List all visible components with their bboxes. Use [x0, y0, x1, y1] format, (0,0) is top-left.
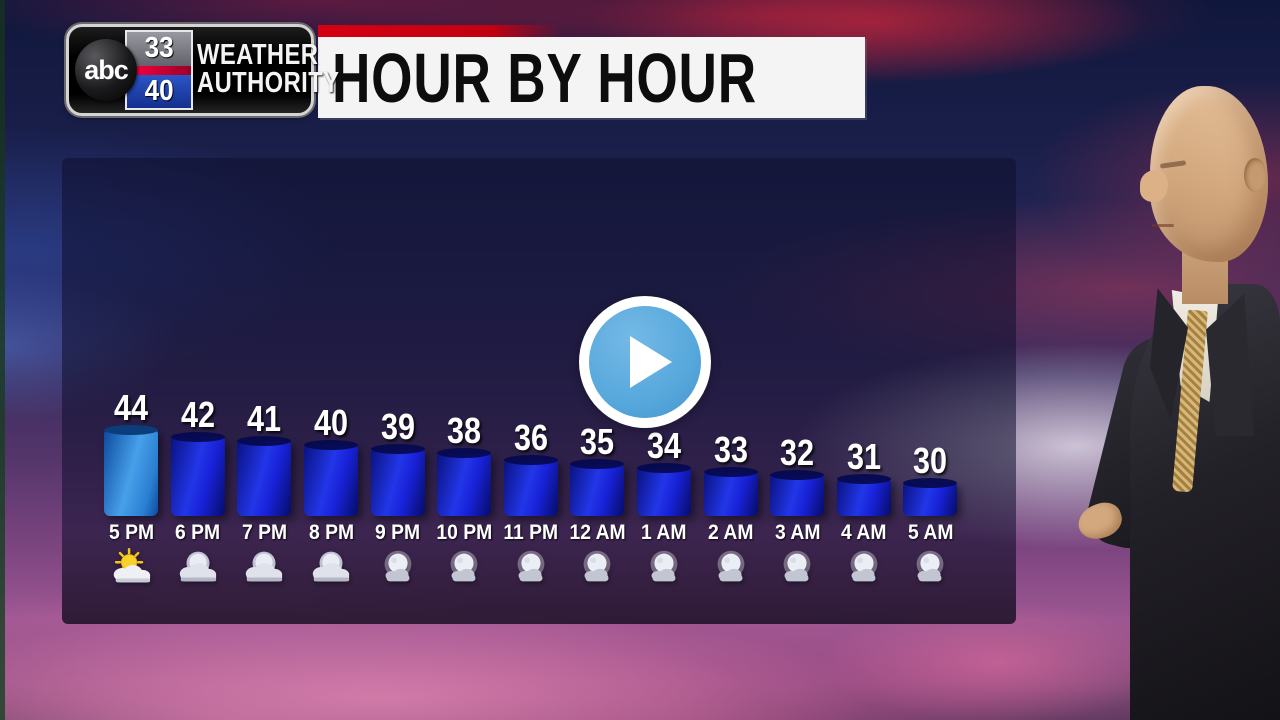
moon-cloud-icon [508, 543, 554, 593]
moon-cloud-icon [907, 543, 953, 593]
hourly-forecast-panel: 44 5 PM 42 6 PM 41 7 PM 40 8 PM 39 9 PM 38 10 PM 36 1… [62, 158, 1016, 624]
temperature-bar [237, 436, 292, 516]
temperature-bar [637, 463, 692, 516]
forecast-column: 41 7 PM [231, 158, 298, 593]
forecast-column: 32 3 AM [764, 158, 831, 593]
temperature-label: 33 [713, 429, 748, 470]
cloudy-moon-icon [308, 543, 354, 593]
hourly-forecast-chart: 44 5 PM 42 6 PM 41 7 PM 40 8 PM 39 9 PM 38 10 PM 36 1… [98, 158, 964, 593]
temperature-label: 41 [247, 398, 282, 439]
temperature-bar [770, 470, 825, 516]
time-label: 12 AM [569, 521, 626, 544]
weatherman-ear [1244, 158, 1266, 192]
forecast-column: 40 8 PM [298, 158, 365, 593]
channel-number-card: 33 40 [125, 30, 193, 110]
play-button[interactable] [579, 296, 711, 428]
video-edge-artifact [0, 0, 5, 720]
abc-network-icon: abc [75, 39, 137, 101]
temperature-label: 34 [647, 425, 682, 466]
channel-number-top: 33 [144, 32, 174, 65]
temperature-bar [503, 455, 558, 516]
forecast-column: 34 1 AM [631, 158, 698, 593]
time-label: 11 PM [503, 521, 559, 544]
time-label: 6 PM [175, 521, 221, 544]
forecast-column: 39 9 PM [364, 158, 431, 593]
forecast-column: 31 4 AM [831, 158, 898, 593]
time-label: 5 AM [907, 521, 954, 544]
weatherman-nose [1140, 170, 1168, 202]
forecast-column: 38 10 PM [431, 158, 498, 593]
channel-number-bottom: 40 [144, 74, 174, 107]
play-icon [630, 336, 672, 388]
weatherman [1048, 72, 1280, 720]
temperature-bar [703, 467, 758, 516]
time-label: 7 PM [241, 521, 288, 544]
time-label: 5 PM [108, 521, 154, 544]
cloudy-moon-icon [241, 543, 287, 593]
temperature-label: 38 [447, 410, 482, 451]
temperature-bar [570, 459, 625, 516]
title-banner: HOUR BY HOUR [318, 37, 865, 118]
forecast-column: 42 6 PM [165, 158, 232, 593]
page-title: HOUR BY HOUR [332, 38, 757, 117]
moon-cloud-icon [375, 543, 421, 593]
red-stripe [127, 65, 191, 75]
time-label: 1 AM [641, 521, 687, 544]
moon-cloud-icon [574, 543, 620, 593]
temperature-bar [370, 444, 425, 516]
temperature-bar [304, 440, 359, 516]
temperature-label: 39 [380, 406, 415, 447]
temperature-label: 44 [114, 387, 149, 428]
forecast-column: 30 5 AM [897, 158, 964, 593]
abc-33-40-badge: 33 40 abc [69, 27, 197, 113]
forecast-column: 36 11 PM [498, 158, 565, 593]
temperature-label: 31 [846, 436, 881, 477]
partly-sunny-icon [108, 543, 154, 593]
time-label: 3 AM [774, 521, 820, 544]
temperature-label: 42 [180, 394, 215, 435]
cloudy-moon-icon [175, 543, 221, 593]
moon-cloud-icon [641, 543, 687, 593]
moon-cloud-icon [841, 543, 887, 593]
temperature-bar [836, 474, 891, 516]
weather-authority-label: WEATHER AUTHORITY [197, 39, 340, 99]
time-label: 9 PM [375, 521, 421, 544]
temperature-label: 40 [314, 402, 349, 443]
forecast-column: 35 12 AM [564, 158, 631, 593]
temperature-label: 36 [513, 417, 548, 458]
abc-network-label: abc [84, 54, 129, 85]
forecast-column: 33 2 AM [697, 158, 764, 593]
title-accent-stripe [318, 25, 560, 38]
temperature-bar [104, 425, 159, 516]
time-label: 10 PM [436, 521, 493, 544]
station-logo: 33 40 abc WEATHER AUTHORITY [66, 24, 339, 116]
time-label: 8 PM [308, 521, 354, 544]
play-button-circle [589, 306, 701, 418]
weatherman-mouth [1152, 224, 1174, 227]
time-label: 4 AM [841, 521, 887, 544]
temperature-label: 35 [580, 421, 615, 462]
time-label: 2 AM [707, 521, 754, 544]
moon-cloud-icon [441, 543, 487, 593]
temperature-bar [170, 432, 225, 516]
temperature-bar [903, 478, 958, 516]
temperature-label: 30 [913, 440, 948, 481]
moon-cloud-icon [708, 543, 754, 593]
moon-cloud-icon [774, 543, 820, 593]
forecast-column: 44 5 PM [98, 158, 165, 593]
temperature-bar [437, 448, 492, 516]
temperature-label: 32 [780, 432, 815, 473]
